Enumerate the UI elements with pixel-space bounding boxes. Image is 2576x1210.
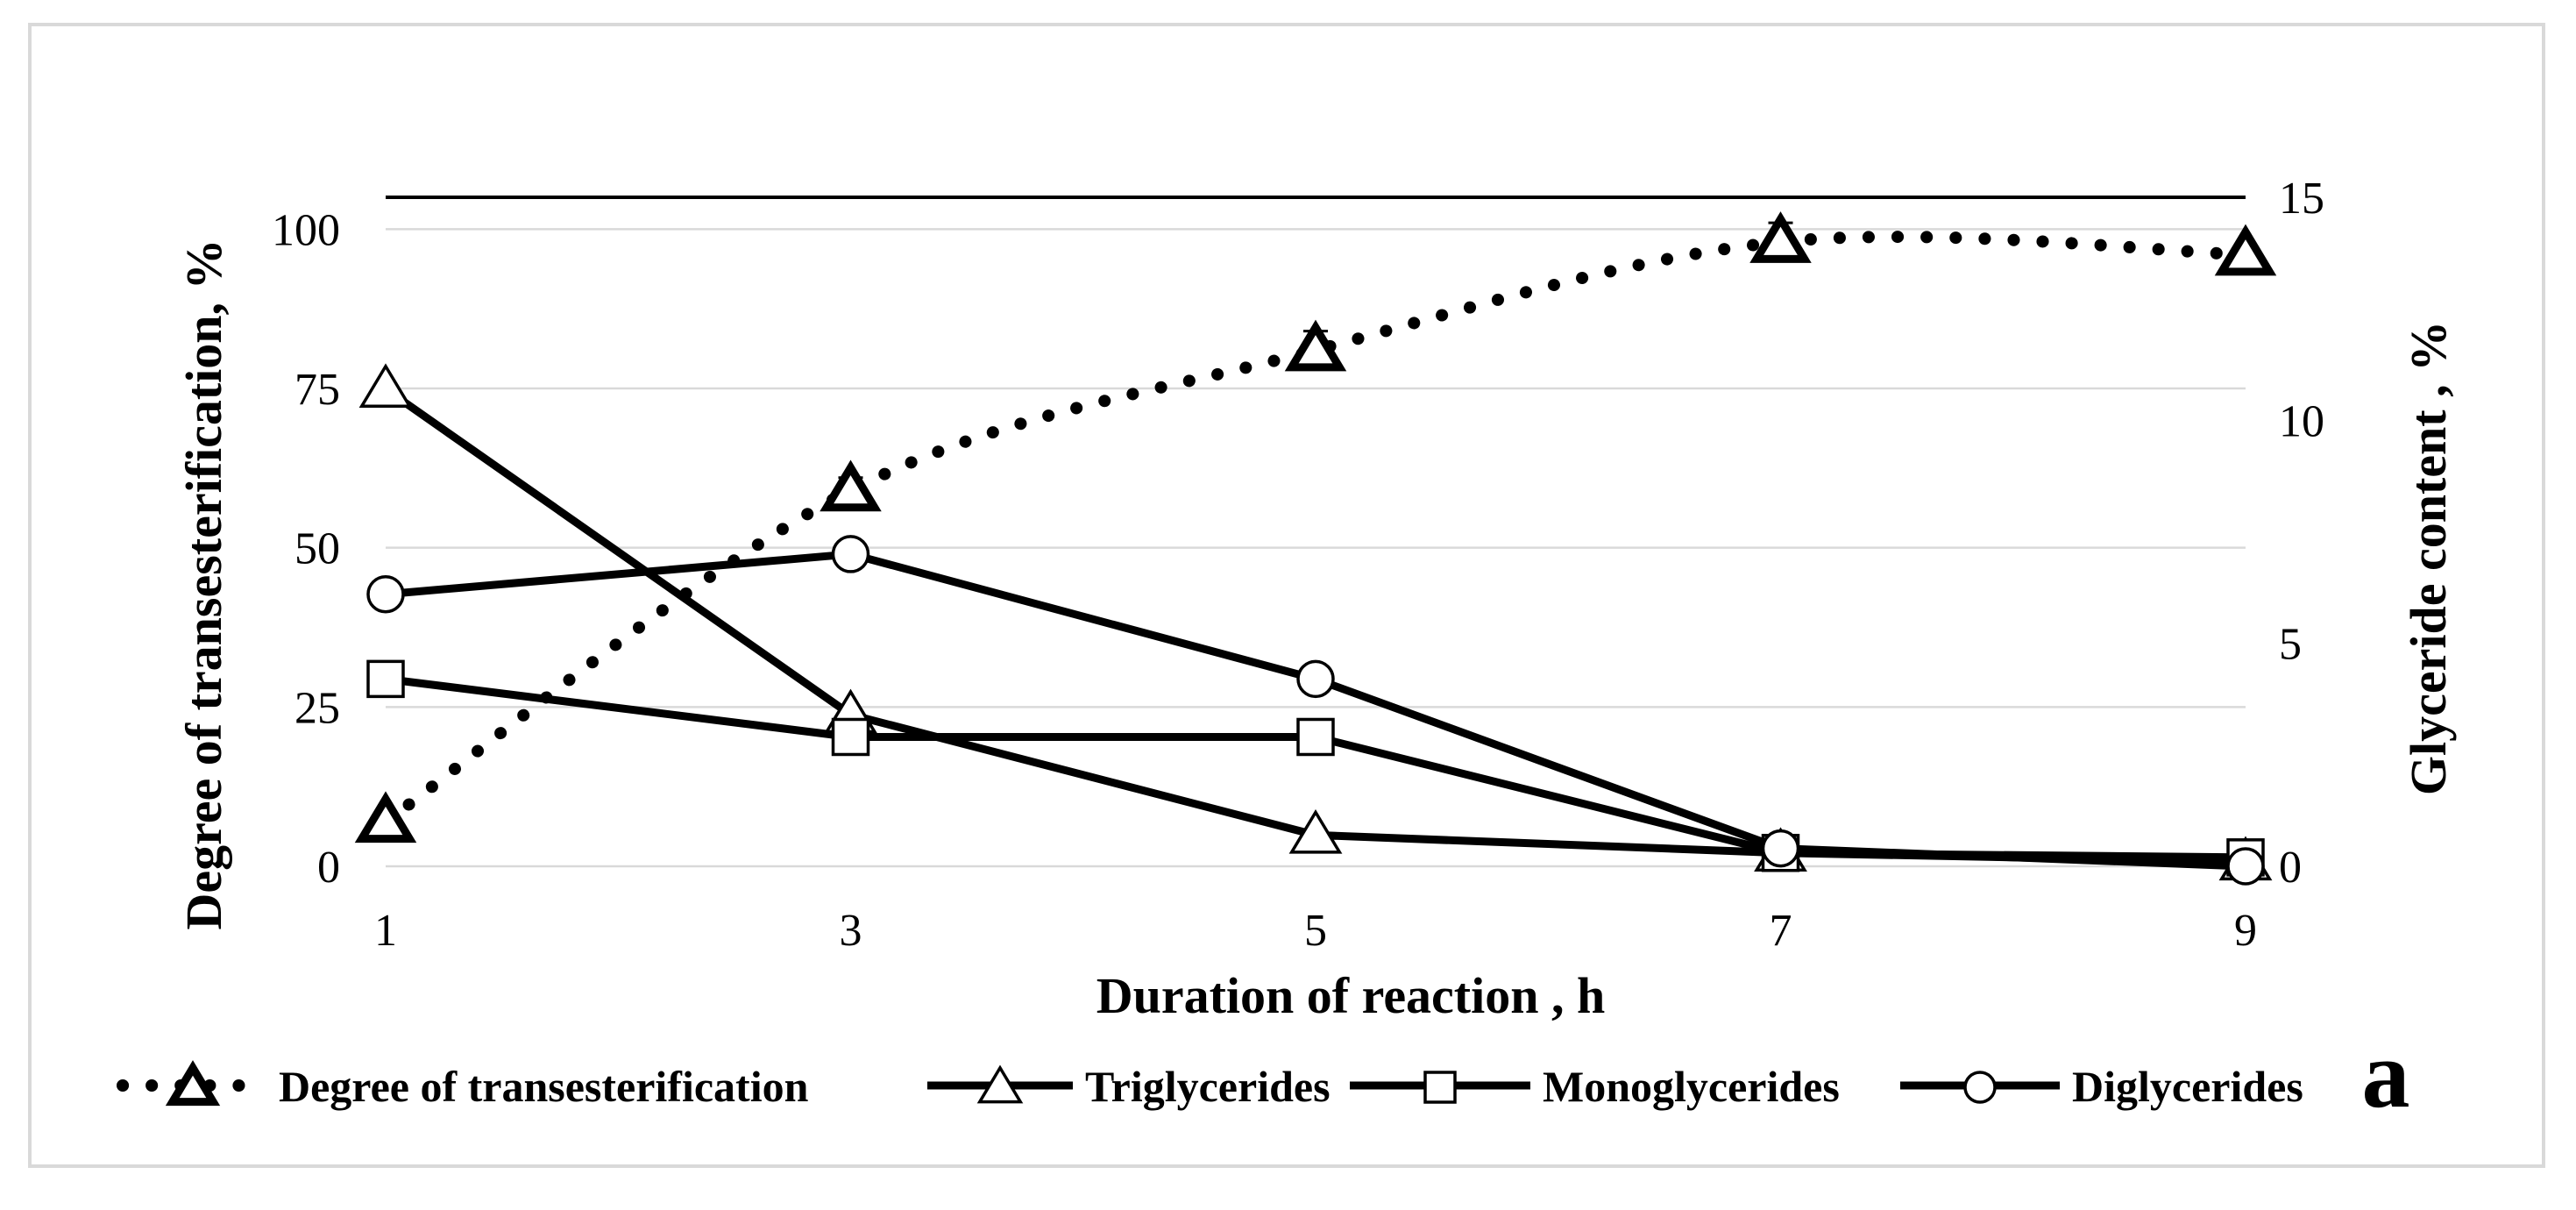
x-tick-label: 1 bbox=[374, 906, 397, 956]
panel-label: a bbox=[2362, 1021, 2410, 1128]
chart-frame bbox=[28, 23, 2545, 1168]
right-y-tick-label: 15 bbox=[2279, 174, 2324, 224]
degree-of-transesterification-point bbox=[1749, 211, 1812, 263]
left-y-tick-label: 100 bbox=[272, 205, 340, 255]
legend-label-degree-of-transesterification: Degree of transesterification bbox=[279, 1062, 809, 1111]
x-tick-label: 5 bbox=[1304, 906, 1327, 956]
legend-label-monoglycerides: Monoglycerides bbox=[1543, 1062, 1840, 1111]
tick-labels: 0 25 50 75 100 0 5 10 15 1 3 5 7 9 bbox=[272, 174, 2324, 956]
legend: Degree of transesterification Triglycerid… bbox=[117, 1060, 2303, 1111]
legend-marker-diglycerides bbox=[1963, 1071, 1997, 1104]
degree-of-transesterification-point bbox=[820, 459, 882, 512]
x-axis-label: Duration of reaction , h bbox=[1096, 967, 1606, 1024]
left-y-tick-label: 25 bbox=[295, 683, 340, 733]
degree-of-transesterification-point bbox=[354, 791, 417, 843]
legend-marker-monoglycerides bbox=[1423, 1071, 1457, 1104]
diglycerides-point bbox=[831, 535, 870, 573]
triglycerides-line bbox=[383, 386, 2246, 866]
diglycerides-point bbox=[1761, 829, 1800, 868]
left-y-axis-label: Degree of transesterification, % bbox=[175, 238, 232, 929]
left-y-tick-label: 0 bbox=[317, 843, 340, 893]
triglycerides-point bbox=[358, 363, 413, 408]
right-y-axis-label: Glyceride content , % bbox=[2400, 321, 2457, 795]
legend-label-triglycerides: Triglycerides bbox=[1085, 1062, 1331, 1111]
left-y-tick-label: 50 bbox=[295, 524, 340, 574]
degree-of-transesterification-point bbox=[2214, 224, 2277, 276]
diglycerides-point bbox=[1296, 659, 1335, 699]
x-tick-label: 7 bbox=[1770, 906, 1792, 956]
monoglycerides-point bbox=[366, 659, 405, 699]
legend-marker-triglycerides bbox=[976, 1064, 1024, 1104]
degree-of-transesterification-point bbox=[1284, 319, 1347, 372]
right-y-tick-label: 5 bbox=[2279, 620, 2302, 670]
series-markers bbox=[354, 211, 2277, 886]
degree-of-transesterification-line bbox=[380, 231, 2252, 829]
diglycerides-point bbox=[2226, 847, 2265, 886]
gridlines bbox=[386, 228, 2246, 868]
right-y-tick-label: 0 bbox=[2279, 843, 2302, 893]
diglycerides-point bbox=[366, 574, 405, 614]
legend-label-diglycerides: Diglycerides bbox=[2072, 1062, 2303, 1111]
x-tick-label: 9 bbox=[2234, 906, 2257, 956]
triglycerides-point bbox=[1288, 808, 1343, 854]
monoglycerides-point bbox=[1296, 717, 1335, 757]
monoglycerides-point bbox=[831, 717, 870, 757]
left-y-tick-label: 75 bbox=[295, 365, 340, 415]
x-tick-label: 3 bbox=[840, 906, 862, 956]
right-y-tick-label: 10 bbox=[2279, 396, 2324, 446]
legend-marker-degree-of-transesterification bbox=[165, 1060, 221, 1107]
